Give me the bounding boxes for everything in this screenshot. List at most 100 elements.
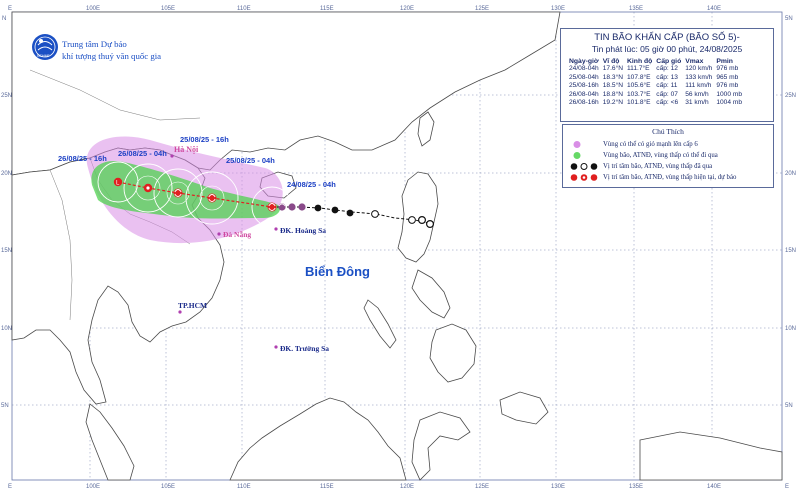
table-cell: 976 mb xyxy=(716,65,739,72)
table-cell: 19.2°N xyxy=(602,99,623,107)
malay-peninsula xyxy=(85,403,135,481)
organization-line1: Trung tâm Dự báo xyxy=(62,39,127,49)
column-header: Vmax xyxy=(685,58,704,65)
table-cell: cấp: 07 xyxy=(656,90,678,98)
lon-tick: 115E xyxy=(320,6,334,12)
lat-tick: 5N xyxy=(1,403,9,409)
bulletin-title: TIN BÃO KHẨN CẤP (BÃO SỐ 5)- xyxy=(594,32,740,43)
past-storm-positions xyxy=(278,203,435,229)
place-label: ĐK. Trường Sa xyxy=(280,344,329,353)
table-cell: 965 mb xyxy=(716,73,739,81)
storm-passage-zone xyxy=(91,160,281,219)
lat-tick: 15N xyxy=(785,248,796,254)
table-cell: 120 km/h xyxy=(685,65,713,72)
corner-label: 5N xyxy=(785,16,793,22)
table-cell: 1000 mb xyxy=(716,90,743,98)
corner-label: E xyxy=(8,6,12,12)
visayas-islands xyxy=(411,269,451,319)
legend-item: Vị trí tâm bão, ATNĐ, vùng thấp hiện tại… xyxy=(569,173,736,182)
table-cell: 107.8°E xyxy=(627,73,651,81)
time-label: 24/08/25 - 04h xyxy=(287,180,336,189)
forecast-low-icon: L xyxy=(113,177,123,187)
table-cell: 25/08-04h xyxy=(569,73,599,81)
column-header: Kinh độ xyxy=(627,58,653,65)
past-storm-icon xyxy=(331,206,339,214)
past-storm-icon xyxy=(346,209,354,217)
sulawesi-island xyxy=(411,411,471,481)
lat-tick: 20N xyxy=(785,171,796,177)
organization-name: Trung tâm Dự báo khí tượng thuỷ văn quốc… xyxy=(62,38,161,62)
current-storm-icon xyxy=(267,202,277,212)
table-cell: 24/08-04h xyxy=(569,65,599,72)
table-cell: 18.8°N xyxy=(602,90,623,98)
place-label: TP.HCM xyxy=(178,301,207,310)
corner-label: E xyxy=(8,484,12,490)
lat-tick: 20N xyxy=(1,171,12,177)
green-zone-swatch-icon xyxy=(573,152,581,159)
place-label: Hà Nội xyxy=(174,145,199,154)
sea-name: Biển Đông xyxy=(305,264,370,279)
table-cell: 1004 mb xyxy=(716,99,743,107)
lon-tick: 105E xyxy=(161,6,175,12)
legend-item-label: Vị trí tâm bão, ATNĐ, vùng thấp đã qua xyxy=(603,163,713,170)
column-header: Ngày-giờ xyxy=(569,58,599,65)
bulletin-panel: TIN BÃO KHẨN CẤP (BÃO SỐ 5)- Tin phát lú… xyxy=(560,28,774,122)
table-row: 26/08-04h 18.8°N 103.7°E cấp: 07 56 km/h… xyxy=(567,91,744,100)
table-cell: 26/08-04h xyxy=(569,90,599,98)
table-cell: 26/08-16h xyxy=(569,99,599,107)
danang-marker xyxy=(217,232,221,236)
place-label: Đà Nẵng xyxy=(223,230,251,239)
table-cell: 133 km/h xyxy=(685,73,713,81)
bulletin-issued: Tin phát lúc: 05 giờ 00 phút, 24/08/2025 xyxy=(591,44,743,54)
lon-tick: 125E xyxy=(475,6,489,12)
table-cell: 18.5°N xyxy=(602,82,623,90)
forecast-storm-icon xyxy=(207,193,217,203)
time-labels: 26/08/25 - 16h 26/08/25 - 04h 25/08/25 -… xyxy=(58,135,336,189)
lon-tick: 140E xyxy=(707,6,721,12)
table-cell: 976 mb xyxy=(716,82,739,90)
svg-text:L: L xyxy=(116,181,120,187)
table-cell: 31 km/h xyxy=(685,99,709,107)
map-labels: Hà Nội Đà Nẵng ĐK. Hoàng Sa TP.HCM ĐK. T… xyxy=(174,145,370,353)
mindanao-island xyxy=(429,323,477,383)
column-header: Cấp gió xyxy=(656,58,682,65)
table-cell: 111.7°E xyxy=(627,65,650,72)
palawan-island xyxy=(363,299,397,349)
time-label: 25/08/25 - 16h xyxy=(180,135,229,144)
lon-tick: 100E xyxy=(86,484,100,490)
lon-tick: 130E xyxy=(551,484,565,490)
past-storm-icon xyxy=(278,203,286,211)
past-storm-icon xyxy=(288,203,296,211)
inner-radius-circles xyxy=(135,175,225,211)
legend-item: Vùng bão, ATNĐ, vùng thấp có thể đi qua xyxy=(569,151,718,160)
forecast-storm-icon xyxy=(173,188,183,198)
past-low-icon xyxy=(417,215,427,225)
lon-tick: 110E xyxy=(237,484,251,490)
table-cell: 56 km/h xyxy=(685,90,709,98)
table-cell: 17.6°N xyxy=(602,65,623,72)
lat-tick: 15N xyxy=(1,248,12,254)
past-storm-icon xyxy=(314,204,322,212)
nchmf-logo: NCHMF xyxy=(32,34,58,60)
table-cell: cấp: <6 xyxy=(656,99,679,107)
lat-tick: 10N xyxy=(785,326,796,332)
organization-line2: khí tượng thuỷ văn quốc gia xyxy=(62,51,162,61)
table-cell: 111 km/h xyxy=(685,82,712,90)
logo-text: NCHMF xyxy=(37,54,50,58)
forecast-positions-icon xyxy=(570,174,598,181)
new-guinea-landmass xyxy=(639,431,783,481)
lon-tick: 135E xyxy=(629,6,643,12)
table-row: 25/08-16h 18.5°N 105.6°E cấp: 11 111 km/… xyxy=(567,82,744,91)
lon-tick: 105E xyxy=(161,484,175,490)
halmahera-island xyxy=(499,391,549,425)
table-cell: 103.7°E xyxy=(627,90,651,98)
past-storm-icon xyxy=(298,203,306,211)
forecast-table: Ngày-giờ Vĩ độ Kinh độ Cấp gió Vmax Pmin… xyxy=(567,58,744,108)
legend-title: Chú Thích xyxy=(652,127,684,136)
table-cell: 105.6°E xyxy=(627,82,651,90)
forecast-depression-icon xyxy=(143,183,153,193)
past-depression-icon xyxy=(371,210,379,218)
past-low-icon xyxy=(425,219,435,229)
table-cell: cấp: 11 xyxy=(656,82,678,90)
lon-tick: 125E xyxy=(475,484,489,490)
